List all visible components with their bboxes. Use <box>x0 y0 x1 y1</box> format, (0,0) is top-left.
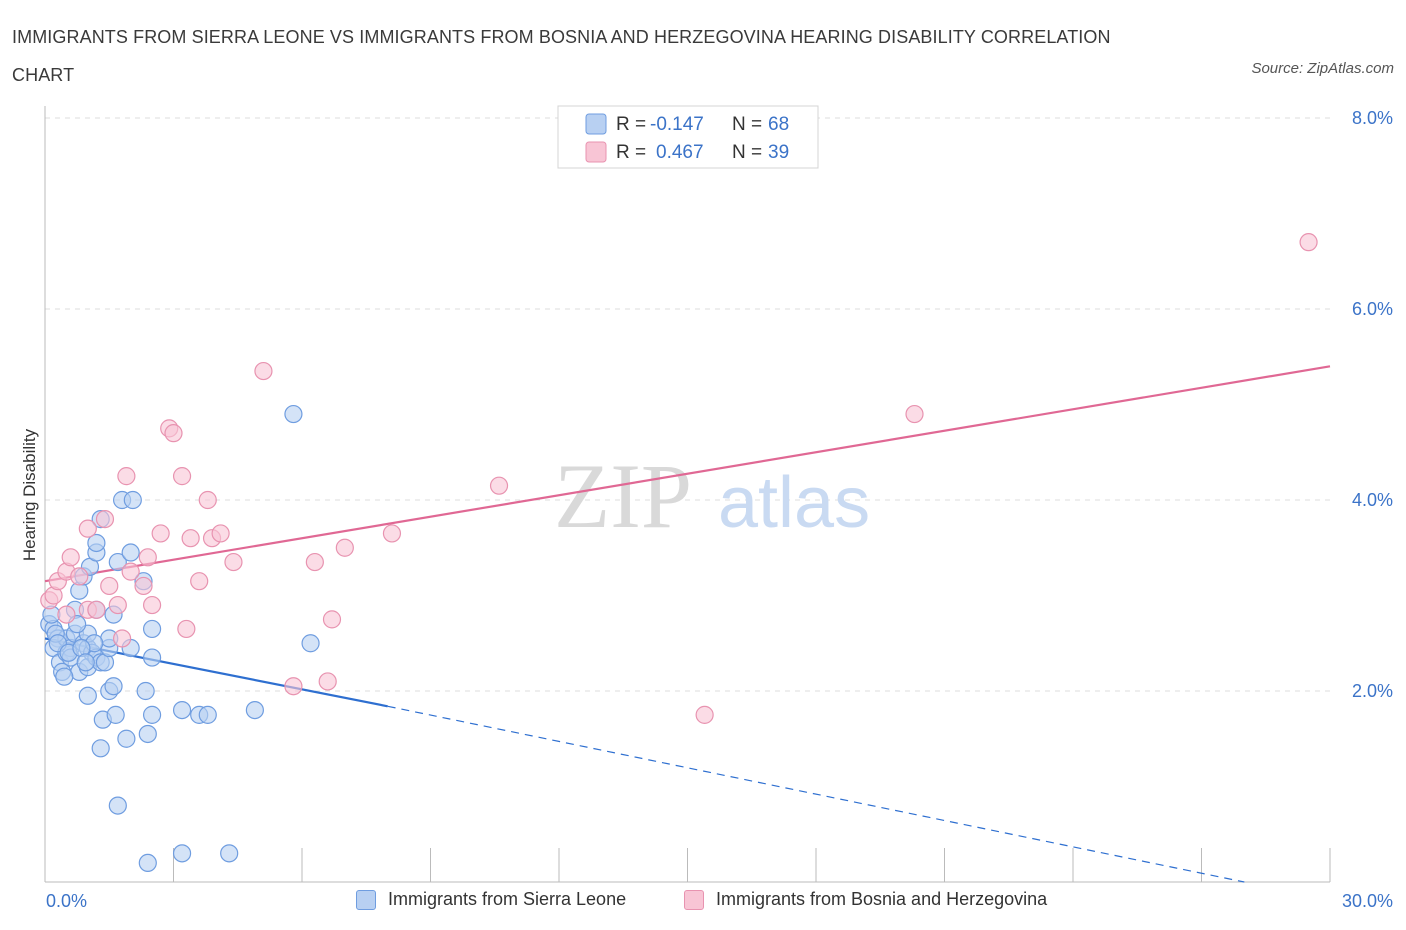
bottom-legend: Immigrants from Sierra Leone Immigrants … <box>0 889 1406 915</box>
legend-swatch-bosnia <box>585 141 607 163</box>
chart-title: IMMIGRANTS FROM SIERRA LEONE VS IMMIGRAN… <box>12 27 1111 85</box>
point-0-38 <box>108 796 127 815</box>
point-0-54 <box>198 705 217 724</box>
y-tick-label-0: 2.0% <box>1352 681 1393 701</box>
point-0-56 <box>245 700 264 720</box>
legend-item-bosnia[interactable]: Immigrants from Bosnia and Herzegovina <box>684 889 1047 910</box>
point-1-22 <box>172 467 192 486</box>
point-1-13 <box>112 629 132 648</box>
point-0-43 <box>123 490 142 510</box>
top-legend: R = -0.147 N = 68 R = 0.467 N = 39 <box>557 105 819 169</box>
point-0-18 <box>78 686 97 705</box>
legend-item-sierra-leone[interactable]: Immigrants from Sierra Leone <box>356 889 626 910</box>
point-0-48 <box>142 619 162 639</box>
legend-n-value-1: 68 <box>768 114 789 135</box>
point-1-14 <box>117 467 136 486</box>
point-0-52 <box>172 844 192 863</box>
legend-r-value-2: 0.467 <box>656 142 704 163</box>
point-1-16 <box>134 576 153 596</box>
y-tick-label-3: 8.0% <box>1352 108 1393 128</box>
legend-swatch-sierra-leone <box>585 113 607 135</box>
legend-r-label-2: R = <box>616 142 646 163</box>
trend-lines <box>44 365 1331 883</box>
point-0-47 <box>142 648 162 667</box>
point-0-46 <box>138 724 157 744</box>
point-0-67 <box>76 653 95 672</box>
data-points <box>40 233 1318 873</box>
point-1-17 <box>138 548 157 567</box>
point-1-19 <box>151 524 170 543</box>
point-1-37 <box>489 476 509 495</box>
point-0-34 <box>104 677 123 696</box>
point-1-5 <box>61 548 80 567</box>
point-1-21 <box>164 424 183 443</box>
point-1-36 <box>382 524 402 543</box>
trend-line-sierra-leone-extension <box>387 705 1245 883</box>
point-1-26 <box>198 490 217 510</box>
x-tick-label-max: 30.0% <box>1341 891 1393 911</box>
point-1-31 <box>284 677 303 696</box>
watermark: ZIP atlas <box>554 445 870 547</box>
point-1-12 <box>108 595 127 615</box>
point-0-60 <box>55 667 74 686</box>
point-0-45 <box>136 681 155 701</box>
point-1-24 <box>181 529 200 548</box>
point-1-32 <box>305 552 324 572</box>
point-0-37 <box>106 705 125 724</box>
point-1-40 <box>1299 233 1318 252</box>
point-1-35 <box>335 538 354 557</box>
point-0-50 <box>138 853 157 873</box>
watermark-zip: ZIP <box>554 445 692 547</box>
legend-r-value-1: -0.147 <box>650 114 704 135</box>
watermark-atlas: atlas <box>718 463 870 543</box>
point-0-51 <box>172 700 192 720</box>
point-0-40 <box>117 729 136 748</box>
x-tick-label-min: 0.0% <box>46 891 88 911</box>
point-1-11 <box>100 576 119 596</box>
point-1-23 <box>177 619 196 639</box>
legend-swatch-sierra-leone-bottom <box>356 889 376 910</box>
point-1-15 <box>121 562 140 581</box>
point-0-28 <box>91 739 110 758</box>
legend-label-sierra-leone: Immigrants from Sierra Leone <box>388 889 627 909</box>
point-1-39 <box>905 404 924 424</box>
legend-label-bosnia: Immigrants from Bosnia and Herzegovina <box>716 889 1048 909</box>
legend-n-label-2: N = <box>732 142 762 163</box>
point-0-49 <box>142 705 162 724</box>
point-0-42 <box>121 543 140 562</box>
point-1-9 <box>87 600 106 619</box>
point-1-30 <box>254 361 273 381</box>
point-1-28 <box>211 524 230 543</box>
point-1-6 <box>70 567 89 586</box>
point-0-36 <box>108 552 127 572</box>
legend-n-label-1: N = <box>732 114 762 135</box>
point-1-38 <box>695 705 714 724</box>
legend-swatch-bosnia-bottom <box>684 889 704 910</box>
y-tick-label-1: 4.0% <box>1352 490 1393 510</box>
point-0-58 <box>301 634 320 653</box>
point-1-33 <box>318 672 337 691</box>
point-1-7 <box>78 519 97 538</box>
point-1-29 <box>224 552 243 572</box>
point-1-34 <box>322 610 342 629</box>
point-0-57 <box>284 404 303 424</box>
point-0-26 <box>87 533 106 553</box>
y-tick-labels: 2.0% 4.0% 6.0% 8.0% <box>1352 108 1393 701</box>
legend-r-label-1: R = <box>616 114 646 135</box>
point-1-18 <box>142 595 162 615</box>
point-1-4 <box>57 605 76 624</box>
trend-line-bosnia <box>44 365 1331 583</box>
legend-n-value-2: 39 <box>768 142 789 163</box>
point-0-55 <box>220 844 239 863</box>
grid-lines <box>45 117 1330 692</box>
point-1-25 <box>190 572 209 591</box>
point-1-10 <box>95 509 115 529</box>
source-label: Source: ZipAtlas.com <box>1251 60 1394 77</box>
y-tick-label-2: 6.0% <box>1352 299 1393 319</box>
